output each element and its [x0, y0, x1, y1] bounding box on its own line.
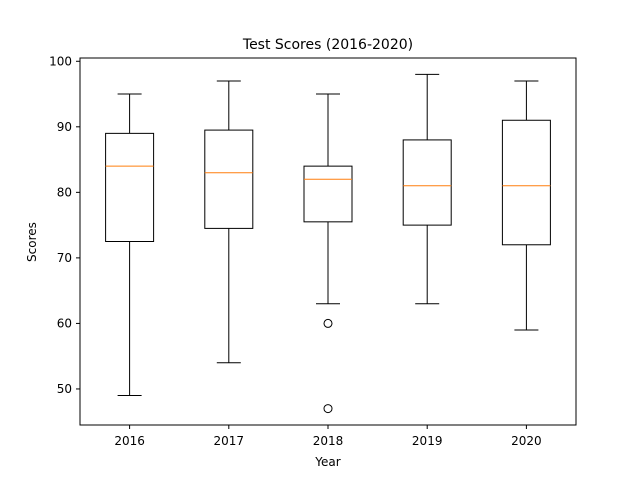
- y-axis-label: Scores: [25, 222, 39, 262]
- x-tick-label: 2017: [214, 434, 245, 448]
- box-iqr: [105, 132, 155, 242]
- x-tick-label: 2018: [313, 434, 344, 448]
- y-tick-label: 50: [57, 382, 72, 396]
- outlier-point: [323, 318, 333, 328]
- box-iqr: [402, 139, 452, 226]
- y-tick-label: 70: [57, 251, 72, 265]
- x-tick-label: 2019: [412, 434, 443, 448]
- outlier-point: [323, 404, 333, 414]
- x-tick-label: 2016: [114, 434, 145, 448]
- y-tick-label: 90: [57, 120, 72, 134]
- chart-title: Test Scores (2016-2020): [242, 37, 413, 53]
- box-iqr: [204, 129, 254, 229]
- box-iqr: [501, 119, 551, 246]
- plot-area: 50 60 70 80 90 100 2016 2017 2018 2019 2020: [49, 54, 577, 448]
- x-tick-label: 2020: [511, 434, 542, 448]
- y-tick-label: 60: [57, 316, 72, 330]
- y-tick-label: 80: [57, 185, 72, 199]
- x-axis-label: Year: [314, 455, 340, 469]
- y-tick-label: 100: [49, 54, 72, 68]
- box-iqr: [303, 165, 353, 223]
